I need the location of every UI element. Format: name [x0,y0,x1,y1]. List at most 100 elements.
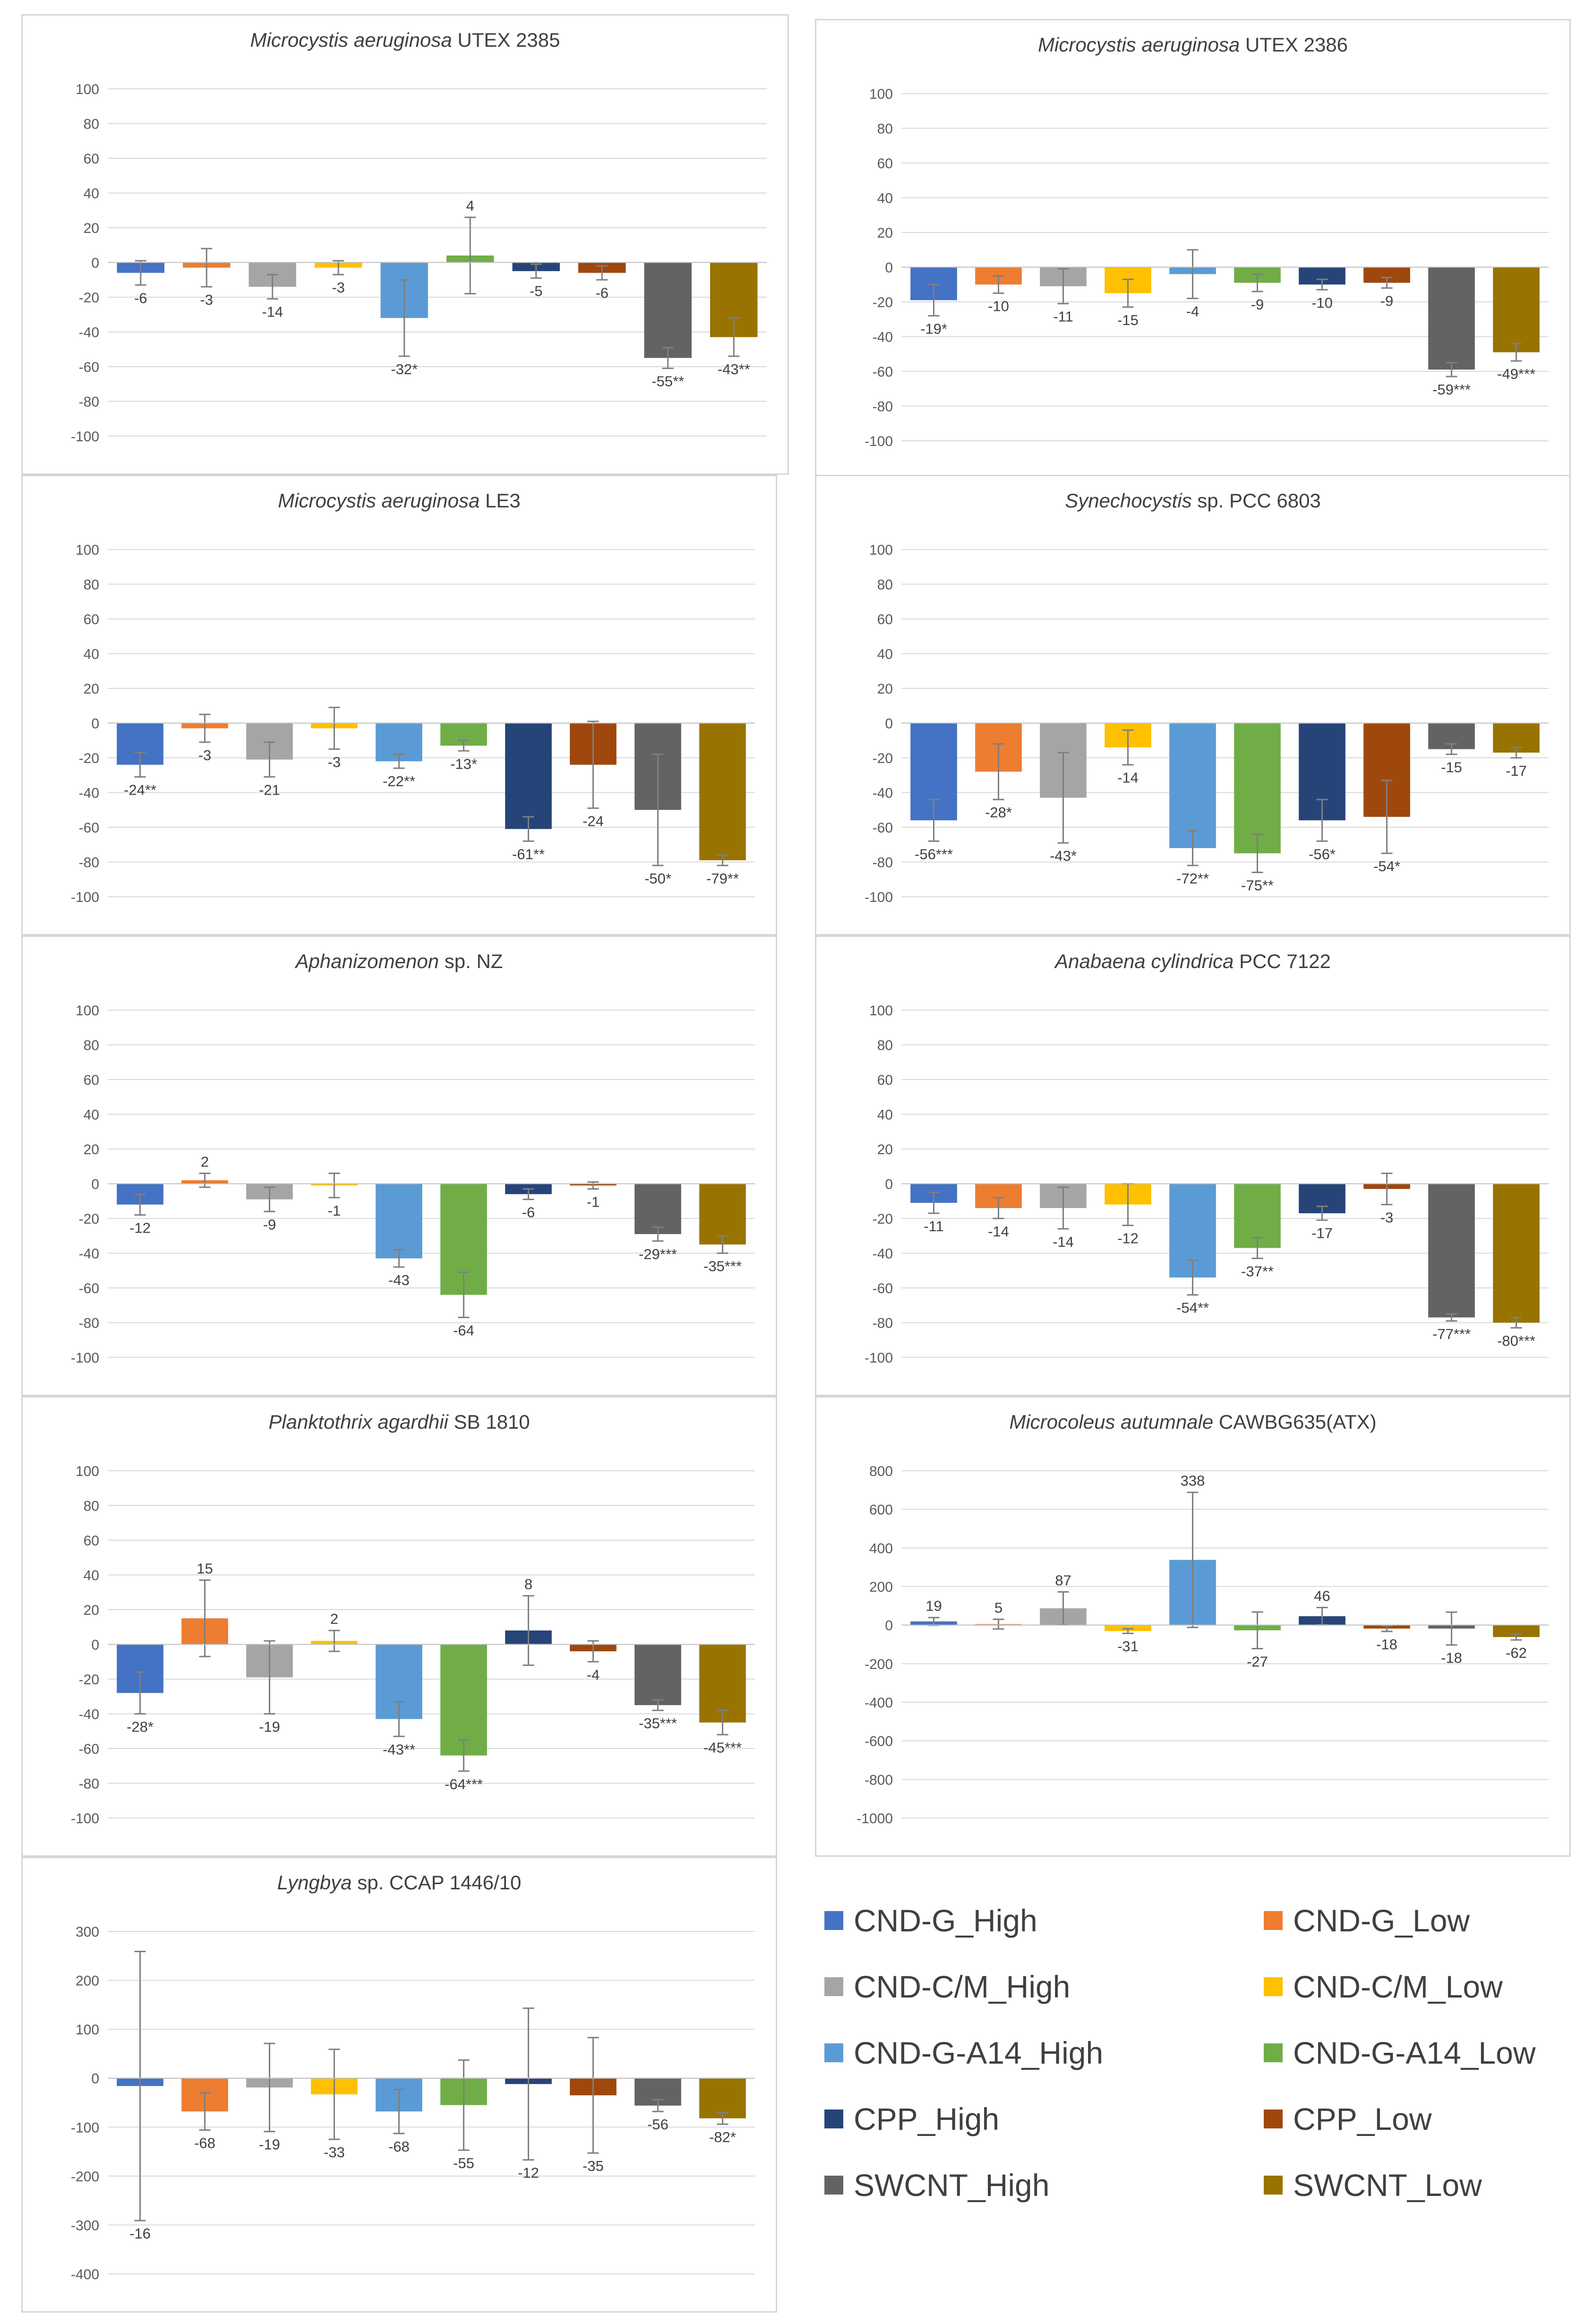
data-label: -1 [328,1202,341,1219]
data-label: -77*** [1432,1326,1471,1342]
legend-item: CPP_Low [1264,2098,1432,2140]
data-label: -5 [530,283,543,300]
legend-item: CND-C/M_Low [1264,1965,1503,2008]
legend-item: CND-G-A14_Low [1264,2032,1536,2074]
data-label: -12 [1117,1230,1139,1247]
data-label: -13* [450,755,477,772]
data-label: -43** [383,1741,415,1758]
chart-svg: -100 -80 -60 -40 -20 0 20 40 60 80 100 -6 -3 -14 -3 -32… [71,82,767,445]
y-tick-label: -40 [79,1246,99,1262]
y-tick-label: 20 [84,681,99,697]
data-label: -62 [1506,1645,1527,1661]
data-label: -19 [259,2136,280,2153]
y-tick-label: 200 [869,1579,893,1595]
chart-title-species: Synechocystis [1065,489,1192,512]
legend-swatch [824,1911,843,1930]
y-tick-label: 80 [877,121,893,137]
data-label: -14 [262,304,283,320]
legend-item: SWCNT_High [824,2164,1049,2206]
legend-swatch [824,2176,843,2195]
data-label: -68 [388,2138,410,2155]
y-tick-label: 40 [877,191,893,206]
data-label: -9 [263,1216,276,1233]
y-tick-label: 600 [869,1502,893,1518]
data-label: -33 [324,2144,345,2161]
y-tick-label: -200 [865,1656,893,1672]
y-tick-label: -80 [873,1316,893,1331]
y-tick-label: 100 [76,82,99,97]
data-label: -43 [388,1272,410,1288]
y-tick-label: 60 [877,156,893,172]
chart-svg: -100 -80 -60 -40 -20 0 20 40 60 80 100 -56*** -28* -4… [865,542,1549,905]
data-label: 15 [197,1561,213,1577]
data-label: -43* [1050,848,1077,864]
y-tick-label: 0 [885,1618,893,1634]
legend-label: CND-G-A14_Low [1293,2035,1536,2070]
y-tick-label: 400 [869,1541,893,1556]
data-label: -4 [1186,303,1199,320]
data-label: -79** [706,870,739,887]
y-tick-label: 20 [877,225,893,241]
data-label: -19 [259,1719,280,1735]
data-label: -18 [1441,1650,1462,1666]
y-tick-label: -400 [865,1695,893,1711]
chart-title: Lyngbya sp. CCAP 1446/10 [23,1871,776,1894]
y-tick-label: -20 [873,295,893,310]
data-label: -28* [985,804,1012,821]
legend-label: CND-G-A14_High [854,2035,1104,2070]
y-tick-label: -80 [873,855,893,871]
y-tick-label: 60 [877,1072,893,1088]
y-tick-label: -20 [79,751,99,766]
data-label: -45*** [703,1740,742,1756]
chart-title-species: Microcoleus autumnale [1009,1411,1214,1433]
chart-panel-6: Anabaena cylindrica PCC 7122 -100 -80 -60 -4… [815,935,1571,1396]
data-label: -72** [1176,870,1209,887]
data-label: -3 [1380,1209,1394,1226]
data-label: -56* [1309,846,1336,862]
data-label: -11 [924,1218,944,1235]
chart-title: Microcystis aeruginosa UTEX 2386 [816,34,1569,56]
y-tick-label: -40 [79,1707,99,1723]
chart-svg: -400 -300 -200 -100 0 100 200 300 -16 -68 -19 -33 -6… [71,1924,755,2282]
y-tick-label: -80 [79,1776,99,1792]
y-tick-label: 300 [76,1924,99,1940]
data-label: -15 [1441,759,1462,776]
data-label: -50* [644,870,671,887]
bar-swcnt-high [634,1183,681,1235]
data-label: -68 [194,2135,215,2152]
legend-item: CND-G_Low [1264,1899,1470,1942]
y-tick-label: -100 [865,434,893,449]
data-label: -61** [512,846,545,862]
y-tick-label: 80 [877,1038,893,1054]
legend-label: CPP_Low [1293,2101,1432,2136]
y-tick-label: -60 [873,364,893,380]
data-label: -3 [332,279,345,296]
chart-panel-2: Microcystis aeruginosa UTEX 2386 -100 -80 -… [815,19,1571,480]
legend-swatch [1264,2176,1283,2195]
data-label: -56*** [915,846,953,862]
data-label: -24** [124,781,156,798]
y-tick-label: -1000 [857,1811,893,1827]
chart-title-species: Microcystis aeruginosa [1038,34,1240,56]
y-tick-label: -100 [71,890,99,905]
bar-cnd-g-a14-high [376,1183,422,1259]
y-tick-label: 40 [877,647,893,662]
chart-title: Synechocystis sp. PCC 6803 [816,489,1569,512]
y-tick-label: -60 [79,1281,99,1296]
legend-item: CND-C/M_High [824,1965,1070,2008]
chart-title-strain: UTEX 2386 [1240,34,1348,56]
y-tick-label: 80 [84,1499,99,1514]
y-tick-label: 0 [885,716,893,732]
legend-swatch [1264,1911,1283,1930]
y-tick-label: -80 [873,399,893,415]
data-label: 8 [524,1576,532,1593]
chart-svg: -100 -80 -60 -40 -20 0 20 40 60 80 100 -12 2 -9 -1 -43 -… [71,1003,755,1366]
y-tick-label: -600 [865,1734,893,1749]
y-tick-label: -400 [71,2267,99,2282]
legend-label: CPP_High [854,2101,1000,2136]
y-tick-label: 80 [84,117,99,132]
chart-legend: CND-G_High CND-G_Low CND-C/M_High CND-C/M_L… [815,1899,1552,2239]
data-label: -4 [587,1666,600,1683]
y-tick-label: 40 [877,1107,893,1123]
chart-svg: -1000 -800 -600 -400 -200 0 200 400 600 800 19 5 87 -… [857,1464,1549,1827]
